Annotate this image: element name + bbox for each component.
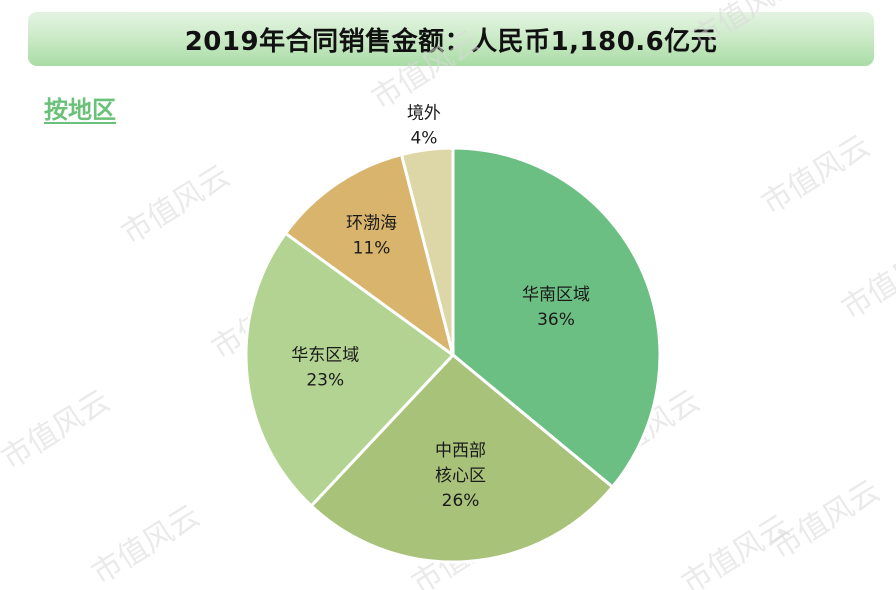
slice-category-label: 环渤海: [346, 214, 397, 234]
watermark-text: 市值风云: [86, 499, 206, 590]
slice-value-label: 23%: [306, 371, 344, 391]
slice-value-label: 11%: [353, 239, 391, 259]
chart-title: 2019年合同销售金额：人民币1,180.6亿元: [184, 26, 718, 57]
pie-slice-5: [400, 146, 455, 357]
watermark-text: 市值风云: [116, 159, 236, 252]
watermark-text: 市值风云: [756, 129, 876, 222]
pie-slice-3: [244, 231, 455, 508]
pie-slice-1: [451, 146, 662, 489]
slice-category-label: 中西部: [435, 441, 486, 461]
watermark-text: 市值风云: [686, 0, 806, 57]
slice-value-label: 36%: [537, 310, 575, 330]
pie-slice-4: [284, 153, 455, 357]
pie-slice-2: [309, 353, 614, 564]
watermark-text: 市值风云: [836, 234, 896, 327]
slice-value-label: 4%: [410, 128, 437, 148]
chart-subtitle: 按地区: [44, 96, 116, 124]
title-banner: 2019年合同销售金额：人民币1,180.6亿元: [28, 12, 874, 66]
pie-slices: [244, 146, 662, 564]
slice-category-label: 华南区域: [522, 285, 590, 305]
slice-category-label: 核心区: [435, 466, 486, 486]
slice-category-label: 华东区域: [291, 346, 359, 366]
slice-value-label: 26%: [442, 491, 480, 511]
watermark-text: 市值风云: [0, 384, 116, 477]
watermark-text: 市值风云: [676, 509, 796, 590]
slice-category-label: 境外: [407, 103, 441, 123]
